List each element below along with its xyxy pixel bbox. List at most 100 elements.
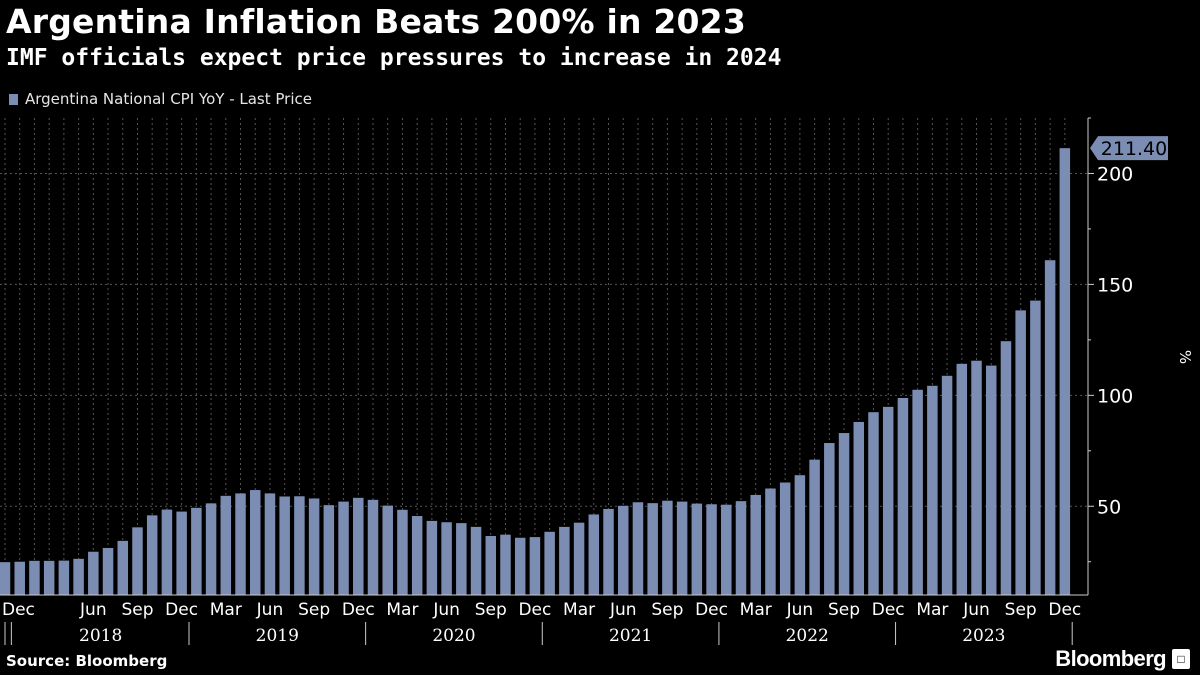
bar-2021-09 [662, 500, 673, 595]
bar-2018-11 [161, 509, 173, 595]
bar-2021-07 [632, 502, 644, 595]
bar-2021-01 [544, 531, 555, 595]
bloomberg-terminal-icon: □ [1172, 649, 1190, 669]
bar-2022-11 [868, 412, 879, 595]
bar-2018-12 [176, 511, 187, 595]
bar-2018-02 [29, 560, 40, 595]
bar-2023-06 [971, 360, 982, 595]
bloomberg-logo: Bloomberg □ [1055, 646, 1190, 672]
source-note: Source: Bloomberg [6, 652, 168, 670]
bar-2020-06 [441, 522, 452, 595]
legend-label: Argentina National CPI YoY - Last Price [25, 90, 312, 108]
bar-2022-05 [779, 482, 791, 595]
bar-2020-04 [411, 516, 423, 595]
bar-2021-10 [676, 501, 688, 595]
bar-2019-01 [191, 507, 202, 595]
bar-2022-06 [794, 475, 806, 595]
x-year-label: 2021 [609, 626, 652, 646]
bar-2020-12 [529, 537, 541, 595]
x-year-label: 2022 [786, 626, 829, 646]
bar-2018-05 [73, 558, 84, 595]
bar-2023-04 [941, 375, 953, 595]
x-tick-label: Dec [872, 600, 905, 620]
bar-2019-08 [294, 496, 305, 595]
bar-2021-12 [706, 504, 717, 595]
chart-title: Argentina Inflation Beats 200% in 2023 [6, 2, 746, 41]
x-tick-label: Sep [651, 600, 683, 620]
bar-2023-05 [956, 363, 968, 595]
bar-2020-02 [382, 505, 393, 595]
x-tick-label: Jun [786, 600, 814, 620]
bar-2019-05 [249, 490, 261, 595]
bar-2021-02 [559, 526, 570, 595]
bar-2018-10 [146, 515, 158, 595]
bar-2021-05 [603, 508, 614, 595]
bar-2019-09 [308, 498, 320, 595]
bar-2020-10 [500, 534, 511, 595]
x-year-label: 2018 [79, 626, 122, 646]
legend-swatch [9, 93, 18, 105]
x-tick-label: Sep [121, 600, 153, 620]
bar-2022-01 [721, 504, 732, 595]
bar-2018-06 [88, 551, 99, 595]
bar-2023-11 [1044, 260, 1056, 595]
bar-2019-12 [353, 497, 364, 595]
bar-2018-03 [43, 560, 55, 595]
x-tick-label: Sep [298, 600, 330, 620]
x-tick-label: Mar [386, 600, 418, 620]
bar-2019-11 [338, 501, 349, 595]
bar-2022-04 [765, 488, 776, 595]
bar-2020-03 [397, 509, 408, 595]
x-tick-label: Sep [1005, 600, 1037, 620]
bar-2023-03 [927, 385, 938, 595]
x-tick-label: Jun [962, 600, 990, 620]
x-tick-label: Mar [563, 600, 595, 620]
bar-2022-08 [824, 443, 835, 595]
chart-subtitle: IMF officials expect price pressures to … [6, 45, 782, 71]
bar-2023-08 [1000, 341, 1012, 595]
x-tick-label: Mar [740, 600, 772, 620]
x-tick-label: Jun [609, 600, 637, 620]
bar-2017-12 [0, 562, 11, 595]
x-tick-label: Dec [2, 600, 35, 620]
bar-2023-10 [1030, 300, 1041, 595]
x-tick-label: Sep [828, 600, 860, 620]
bar-2022-09 [838, 433, 850, 595]
bar-2020-11 [514, 537, 526, 595]
bar-2023-12 [1059, 148, 1071, 595]
bar-2019-06 [264, 493, 276, 595]
x-tick-label: Dec [342, 600, 375, 620]
y-axis-label: % [1176, 350, 1194, 364]
bar-2023-01 [897, 397, 909, 595]
bar-2022-12 [882, 406, 894, 595]
bar-2019-04 [235, 493, 246, 595]
bar-2021-11 [691, 503, 703, 595]
bar-2021-08 [647, 503, 658, 595]
bar-2021-04 [588, 514, 600, 595]
bar-2023-02 [912, 389, 923, 595]
x-tick-label: Mar [916, 600, 948, 620]
y-tick-label: 100 [1097, 385, 1133, 407]
bar-2018-04 [58, 560, 70, 595]
bar-2020-09 [485, 535, 497, 595]
x-tick-label: Mar [210, 600, 242, 620]
bar-2022-10 [853, 421, 865, 595]
last-value-tag [1090, 136, 1168, 161]
brand-name: Bloomberg [1055, 646, 1166, 671]
x-tick-label: Jun [79, 600, 107, 620]
bar-2022-02 [735, 501, 747, 595]
y-tick-label: 200 [1097, 163, 1133, 185]
y-tick-label: 50 [1097, 496, 1121, 518]
bar-2020-05 [426, 520, 438, 595]
bar-2022-03 [750, 494, 761, 595]
bar-2018-08 [117, 540, 129, 595]
bar-2020-01 [367, 499, 379, 595]
bar-2020-08 [470, 526, 482, 595]
x-tick-label: Dec [165, 600, 198, 620]
bar-2020-07 [456, 523, 467, 595]
x-tick-label: Sep [475, 600, 507, 620]
chart-legend: Argentina National CPI YoY - Last Price [9, 90, 312, 108]
x-year-label: 2019 [256, 626, 299, 646]
x-tick-label: Jun [256, 600, 284, 620]
x-tick-label: Dec [1048, 600, 1081, 620]
